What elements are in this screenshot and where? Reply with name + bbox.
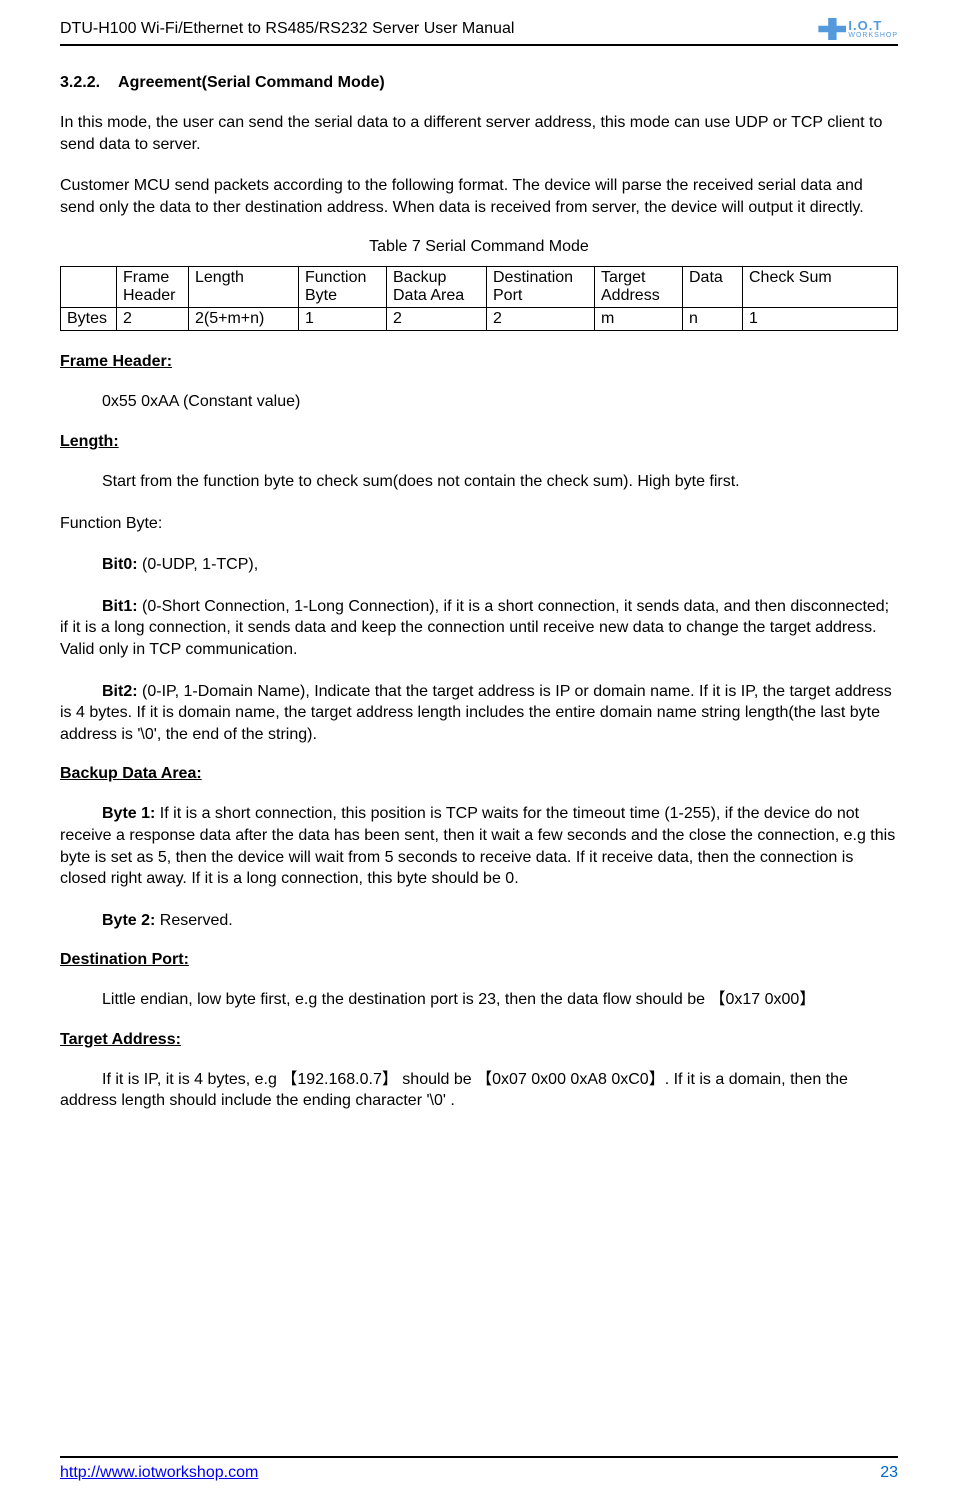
table-header-cell: Frame Header — [117, 267, 189, 308]
page-number: 23 — [880, 1464, 898, 1482]
logo: I.O.T WORKSHOP — [818, 18, 898, 40]
byte2-line: Byte 2: Reserved. — [60, 910, 898, 932]
target-addr-body: If it is IP, it is 4 bytes, e.g 【192.168… — [60, 1069, 898, 1112]
table-caption: Table 7 Serial Command Mode — [60, 238, 898, 256]
header-title: DTU-H100 Wi-Fi/Ethernet to RS485/RS232 S… — [60, 20, 514, 38]
bit2-block: Bit2: (0-IP, 1-Domain Name), Indicate th… — [60, 681, 898, 746]
byte1-label: Byte 1: — [102, 805, 155, 822]
section-number: 3.2.2. — [60, 74, 100, 91]
table-cell: 2 — [487, 308, 595, 331]
serial-command-table: Frame Header Length Function Byte Backup… — [60, 266, 898, 331]
bit2-label: Bit2: — [102, 683, 138, 700]
bit0-label: Bit0: — [102, 556, 138, 573]
function-byte-title: Function Byte: — [60, 513, 898, 535]
table-header-row: Frame Header Length Function Byte Backup… — [61, 267, 898, 308]
page-footer: http://www.iotworkshop.com 23 — [60, 1456, 898, 1482]
intro-paragraph-2: Customer MCU send packets according to t… — [60, 175, 898, 218]
footer-url[interactable]: http://www.iotworkshop.com — [60, 1464, 258, 1482]
table-header-cell: Check Sum — [743, 267, 898, 308]
section-title: Agreement(Serial Command Mode) — [118, 74, 385, 91]
bit1-block: Bit1: (0-Short Connection, 1-Long Connec… — [60, 596, 898, 661]
bit0-body: (0-UDP, 1-TCP), — [138, 556, 259, 573]
table-header-cell — [61, 267, 117, 308]
byte2-label: Byte 2: — [102, 912, 155, 929]
byte2-body: Reserved. — [155, 912, 232, 929]
table-cell: 1 — [743, 308, 898, 331]
bit1-label: Bit1: — [102, 598, 138, 615]
table-header-cell: Backup Data Area — [387, 267, 487, 308]
table-data-row: Bytes 2 2(5+m+n) 1 2 2 m n 1 — [61, 308, 898, 331]
intro-paragraph-1: In this mode, the user can send the seri… — [60, 112, 898, 155]
table-cell: 2 — [117, 308, 189, 331]
page-header: DTU-H100 Wi-Fi/Ethernet to RS485/RS232 S… — [60, 18, 898, 46]
table-header-cell: Length — [189, 267, 299, 308]
table-header-cell: Function Byte — [299, 267, 387, 308]
table-cell: 2(5+m+n) — [189, 308, 299, 331]
table-cell: n — [683, 308, 743, 331]
table-header-cell: Data — [683, 267, 743, 308]
dest-port-title: Destination Port: — [60, 951, 898, 969]
length-body: Start from the function byte to check su… — [60, 471, 898, 493]
table-header-cell: Destination Port — [487, 267, 595, 308]
bit1-body: (0-Short Connection, 1-Long Connection),… — [60, 598, 889, 658]
table-cell: m — [595, 308, 683, 331]
logo-icon — [818, 18, 846, 40]
table-cell: 2 — [387, 308, 487, 331]
byte1-block: Byte 1: If it is a short connection, thi… — [60, 803, 898, 889]
frame-header-body: 0x55 0xAA (Constant value) — [60, 391, 898, 413]
bit2-body: (0-IP, 1-Domain Name), Indicate that the… — [60, 683, 892, 743]
byte1-body: If it is a short connection, this positi… — [60, 805, 895, 887]
dest-port-body: Little endian, low byte first, e.g the d… — [60, 989, 898, 1011]
frame-header-title: Frame Header: — [60, 353, 898, 371]
bit0-line: Bit0: (0-UDP, 1-TCP), — [60, 554, 898, 576]
backup-title: Backup Data Area: — [60, 765, 898, 783]
section-heading: 3.2.2. Agreement(Serial Command Mode) — [60, 74, 898, 92]
logo-workshop: WORKSHOP — [848, 32, 898, 39]
table-row-label: Bytes — [61, 308, 117, 331]
table-header-cell: Target Address — [595, 267, 683, 308]
target-addr-title: Target Address: — [60, 1031, 898, 1049]
table-cell: 1 — [299, 308, 387, 331]
logo-text: I.O.T WORKSHOP — [848, 19, 898, 39]
length-title: Length: — [60, 433, 898, 451]
logo-iot: I.O.T — [848, 19, 898, 32]
